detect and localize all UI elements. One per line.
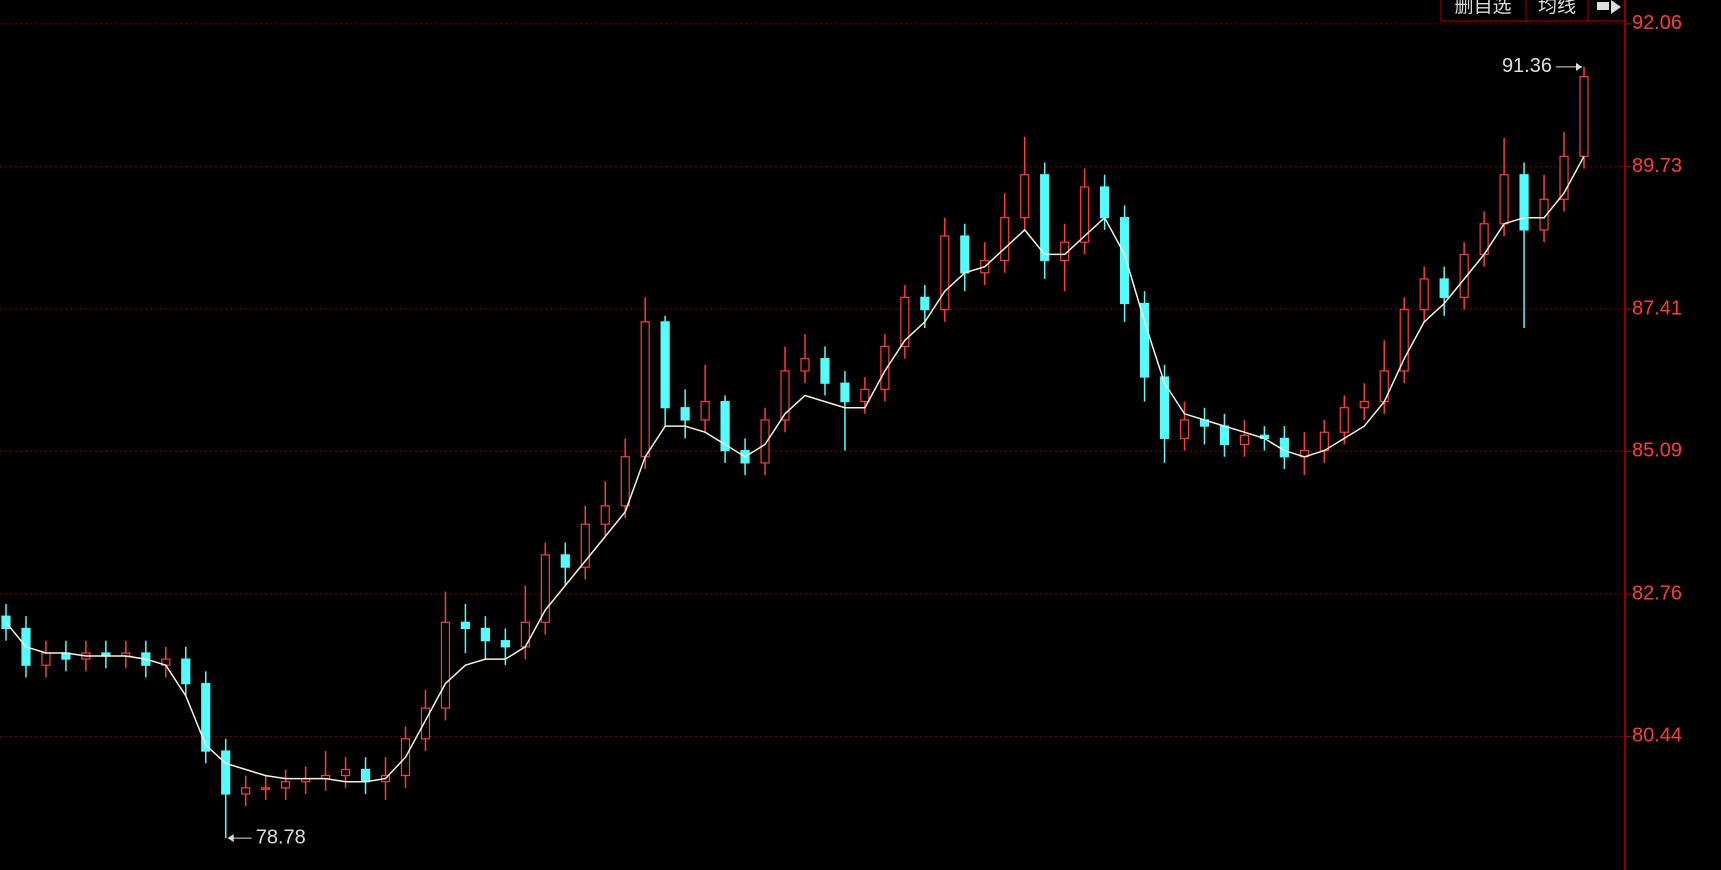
candle-body (700, 400, 710, 421)
candle-body (1559, 155, 1569, 200)
candle-body (860, 388, 870, 403)
button[interactable]: 删自选 (1454, 0, 1511, 17)
candle-body (960, 235, 970, 274)
candle-body (940, 235, 950, 311)
candle-body (440, 621, 451, 709)
candle-body (780, 370, 790, 421)
button[interactable]: 均线 (1538, 0, 1576, 17)
candle-body (480, 627, 490, 642)
y-tick-label: 87.41 (1632, 297, 1682, 319)
candle-body (540, 554, 550, 623)
candle-body (820, 358, 830, 384)
marker-arrow-head (1576, 62, 1582, 71)
candle-body (760, 419, 770, 464)
candle-body (720, 400, 730, 452)
candle-body (680, 407, 690, 421)
candle-body (1539, 198, 1549, 231)
candle-body (640, 321, 650, 458)
candle-body (360, 768, 371, 783)
candle-body (1000, 217, 1010, 262)
toolbar: 删自选 均线 (1440, 0, 1626, 22)
candle-body (1279, 437, 1289, 458)
candle-body (1040, 174, 1050, 262)
y-tick-label: 89.73 (1632, 155, 1682, 177)
candle-body (800, 358, 810, 372)
candle-body (1100, 186, 1110, 219)
candle-body (1459, 253, 1469, 298)
candle-body (1439, 278, 1449, 298)
candle-body (920, 296, 930, 311)
candle-body (840, 382, 850, 403)
candle-body (900, 296, 910, 348)
candle-body (1339, 407, 1349, 433)
expand-icon[interactable] (1597, 0, 1621, 14)
candle-body (1219, 425, 1230, 446)
marker-arrow-head (227, 834, 234, 843)
candle-body (560, 554, 570, 568)
candle-body (1359, 400, 1369, 409)
moving-average (5, 155, 1585, 783)
high-marker: 91.36 (1502, 55, 1552, 77)
candle-body (1139, 302, 1150, 378)
candle-body (600, 505, 610, 525)
y-tick-label: 85.09 (1632, 440, 1682, 462)
candle-body (1519, 174, 1529, 231)
candle-body (1499, 174, 1509, 225)
candle-body (1179, 419, 1190, 439)
candle-body (221, 750, 231, 795)
y-tick-label: 82.76 (1632, 582, 1682, 604)
low-marker: 78.78 (256, 826, 306, 848)
y-tick-label: 80.44 (1632, 725, 1682, 747)
candle-body (1119, 217, 1130, 305)
candle-body (261, 787, 271, 790)
candle-body (201, 683, 211, 752)
candle-body (620, 456, 630, 507)
candle-body (1319, 431, 1329, 452)
candle-body (181, 658, 191, 685)
candle-body (520, 621, 530, 648)
candle-body (241, 787, 251, 795)
candle-body (1080, 186, 1090, 243)
candle-body (660, 321, 670, 409)
candle-body (1579, 76, 1589, 157)
candle-body (1239, 434, 1250, 446)
candle-body (420, 707, 431, 740)
y-tick-label: 92.06 (1632, 12, 1682, 34)
candle-body (41, 652, 51, 666)
candle-body (281, 781, 291, 789)
candle-body (460, 621, 471, 630)
candle-body (500, 640, 510, 648)
candle-body (880, 345, 890, 390)
candle-body (1419, 278, 1429, 311)
candle-body (1159, 376, 1170, 439)
candle-body (1399, 309, 1409, 372)
candle-body (340, 768, 351, 777)
candle-body (1020, 174, 1030, 219)
candle-body (580, 523, 590, 568)
